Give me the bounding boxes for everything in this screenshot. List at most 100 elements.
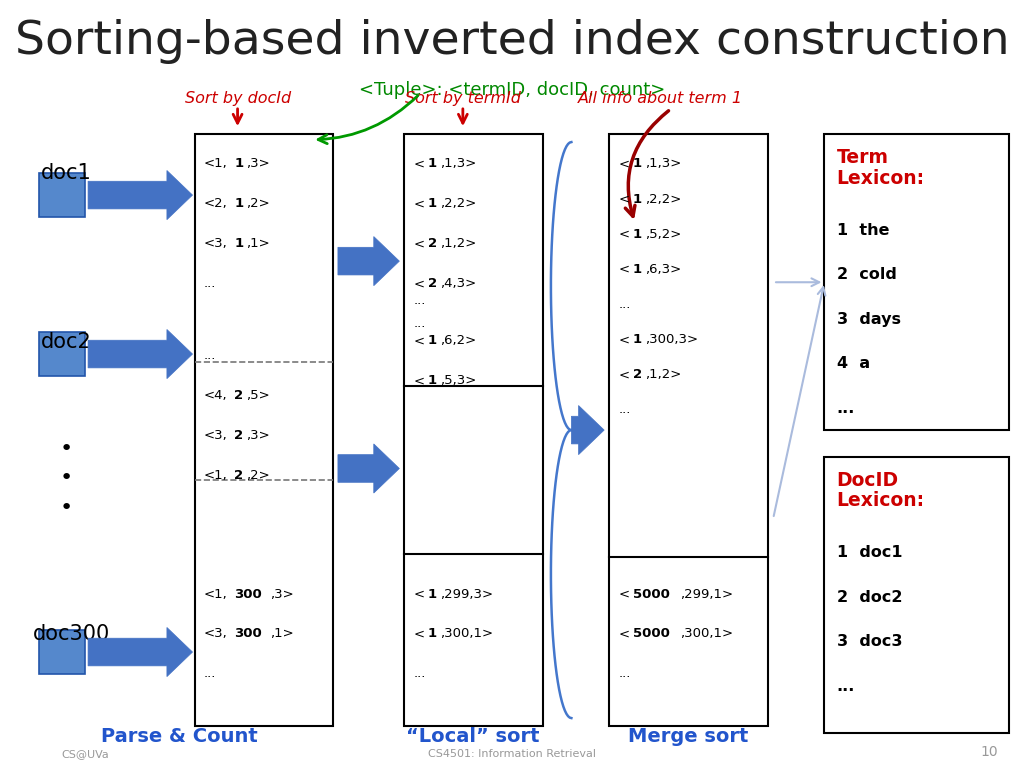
Text: <: < (618, 627, 630, 641)
Text: 5000: 5000 (633, 627, 670, 641)
Polygon shape (88, 170, 193, 220)
Text: Term
Lexicon:: Term Lexicon: (837, 148, 925, 187)
Text: 3  days: 3 days (837, 312, 901, 327)
Text: ,300,3>: ,300,3> (645, 333, 697, 346)
Text: 2  cold: 2 cold (837, 267, 896, 283)
Text: 300: 300 (234, 588, 262, 601)
Text: 1  the: 1 the (837, 223, 889, 238)
Text: 1: 1 (633, 263, 642, 276)
FancyBboxPatch shape (824, 134, 1009, 430)
FancyBboxPatch shape (195, 134, 333, 726)
Text: ,1,3>: ,1,3> (440, 157, 476, 170)
Text: <2,: <2, (204, 197, 227, 210)
Text: 2: 2 (234, 429, 244, 442)
Text: ...: ... (414, 294, 426, 307)
Text: 2: 2 (234, 468, 244, 482)
Text: <Tuple>: <termID, docID, count>: <Tuple>: <termID, docID, count> (358, 81, 666, 98)
Text: <: < (414, 374, 425, 387)
Text: All info about term 1: All info about term 1 (578, 91, 743, 106)
Text: •: • (60, 498, 73, 518)
Text: <: < (414, 588, 425, 601)
Text: <: < (618, 263, 630, 276)
Text: <: < (414, 197, 425, 210)
Text: ,3>: ,3> (246, 157, 270, 170)
Text: <: < (618, 369, 630, 381)
FancyBboxPatch shape (609, 134, 768, 726)
Text: 1: 1 (428, 588, 437, 601)
Text: ...: ... (414, 667, 426, 680)
Text: ,299,1>: ,299,1> (680, 588, 733, 601)
Text: <: < (414, 237, 425, 250)
Text: <3,: <3, (204, 237, 227, 250)
Text: 2: 2 (234, 389, 244, 402)
Text: ,1,2>: ,1,2> (645, 369, 681, 381)
Text: 1: 1 (633, 333, 642, 346)
Text: <3,: <3, (204, 429, 227, 442)
Text: <: < (414, 627, 425, 641)
Polygon shape (338, 237, 399, 286)
Text: 1: 1 (633, 157, 642, 170)
Text: 1: 1 (633, 193, 642, 206)
Text: ,299,3>: ,299,3> (440, 588, 493, 601)
Text: 1: 1 (428, 197, 437, 210)
Text: ...: ... (837, 679, 855, 694)
Polygon shape (338, 444, 399, 493)
Text: ,2>: ,2> (246, 468, 270, 482)
Text: <1,: <1, (204, 157, 227, 170)
Text: Sorting-based inverted index construction: Sorting-based inverted index constructio… (14, 19, 1010, 65)
Text: Merge sort: Merge sort (628, 727, 749, 746)
Text: <: < (618, 228, 630, 240)
Text: ...: ... (837, 401, 855, 416)
Text: ,3>: ,3> (270, 588, 294, 601)
Text: <: < (414, 334, 425, 347)
Text: ...: ... (618, 667, 631, 680)
Text: 1: 1 (428, 374, 437, 387)
Text: •: • (60, 468, 73, 488)
Text: 300: 300 (234, 627, 262, 641)
Text: Sort by docId: Sort by docId (184, 91, 291, 106)
Text: 4  a: 4 a (837, 356, 869, 372)
Text: ,1,2>: ,1,2> (440, 237, 476, 250)
Text: <: < (618, 333, 630, 346)
Text: ,5>: ,5> (246, 389, 269, 402)
Text: <: < (618, 157, 630, 170)
Text: 1: 1 (428, 627, 437, 641)
Text: 3  doc3: 3 doc3 (837, 634, 902, 650)
Text: 2: 2 (428, 277, 437, 290)
Text: ,2,2>: ,2,2> (645, 193, 681, 206)
FancyBboxPatch shape (39, 173, 85, 217)
FancyBboxPatch shape (39, 332, 85, 376)
Text: ,2>: ,2> (246, 197, 270, 210)
FancyBboxPatch shape (824, 457, 1009, 733)
Text: ...: ... (204, 349, 216, 362)
Text: 1: 1 (428, 157, 437, 170)
Text: ,300,1>: ,300,1> (440, 627, 493, 641)
Text: 1: 1 (633, 228, 642, 240)
Text: 1  doc1: 1 doc1 (837, 545, 902, 561)
Text: ,3>: ,3> (246, 429, 270, 442)
Text: ,6,3>: ,6,3> (645, 263, 681, 276)
Text: “Local” sort: “Local” sort (407, 727, 540, 746)
Text: <: < (414, 277, 425, 290)
Text: <: < (618, 193, 630, 206)
Text: ,5,3>: ,5,3> (440, 374, 476, 387)
Text: ...: ... (618, 298, 631, 311)
Text: ,1>: ,1> (270, 627, 294, 641)
Text: CS4501: Information Retrieval: CS4501: Information Retrieval (428, 749, 596, 759)
Text: 2: 2 (633, 369, 642, 381)
Text: ...: ... (414, 317, 426, 330)
Text: 1: 1 (234, 197, 244, 210)
Text: ,300,1>: ,300,1> (680, 627, 733, 641)
Text: 2  doc2: 2 doc2 (837, 590, 902, 605)
Text: ,6,2>: ,6,2> (440, 334, 476, 347)
Text: 1: 1 (234, 157, 244, 170)
Text: Parse & Count: Parse & Count (100, 727, 258, 746)
Text: <1,: <1, (204, 468, 227, 482)
Text: ...: ... (204, 667, 216, 680)
Text: ,5,2>: ,5,2> (645, 228, 681, 240)
Polygon shape (88, 627, 193, 677)
Text: ,4,3>: ,4,3> (440, 277, 476, 290)
Text: <3,: <3, (204, 627, 227, 641)
Text: ...: ... (204, 277, 216, 290)
Text: CS@UVa: CS@UVa (61, 749, 110, 759)
